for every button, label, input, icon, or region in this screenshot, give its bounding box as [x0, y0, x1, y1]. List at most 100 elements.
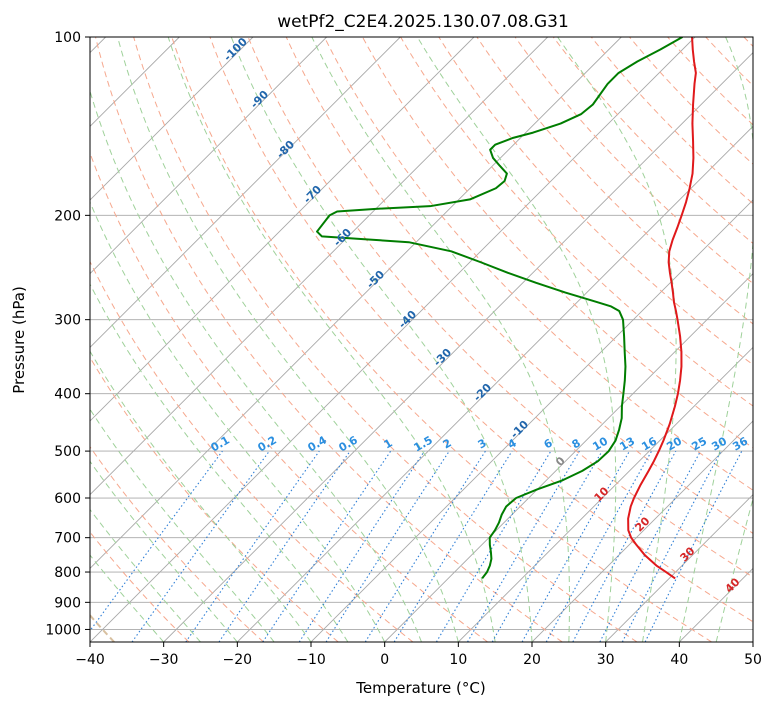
plot-frame — [89, 36, 754, 643]
mixing-ratio-line — [467, 450, 580, 642]
mixing-ratio-line — [364, 450, 486, 642]
isotherm-line — [90, 37, 401, 348]
y-tick-label: 100 — [54, 30, 81, 46]
dry-adiabat-line — [323, 37, 753, 491]
dry-adiabat-line — [629, 37, 753, 165]
dry-adiabat-line — [743, 37, 753, 48]
isotherm-line — [310, 199, 753, 642]
axis-layer: −40 −30 −20 −10 0 10 20 30 40 50 100 200 300 400 500 60… — [45, 30, 762, 668]
x-tick-label: 20 — [523, 652, 541, 668]
moist-adiabat-line — [90, 508, 201, 642]
moist-adiabat-line — [416, 37, 617, 642]
mixing-ratio-label: 10 — [590, 434, 610, 453]
moist-adiabat-line — [90, 408, 275, 642]
data-layer — [316, 37, 697, 580]
mixing-ratio-label: 6 — [542, 436, 555, 451]
isotherm-line — [90, 37, 696, 642]
x-tick-label: 40 — [670, 652, 688, 668]
mixing-ratio-label: 2 — [441, 436, 454, 451]
dry-adiabat-line — [705, 37, 753, 87]
dry-adiabat-label: -90 — [248, 88, 271, 111]
mixing-ratio-line — [545, 450, 653, 642]
moist-adiabat-line — [90, 283, 349, 642]
x-tick-label: −30 — [149, 652, 179, 668]
mixing-ratio-label: 30 — [709, 434, 729, 453]
dry-adiabat-line — [362, 37, 753, 449]
isotherm-line — [458, 346, 753, 642]
mixing-ratio-label: 16 — [639, 434, 659, 453]
moist-adiabat-line — [167, 37, 496, 642]
dry-adiabat-line — [90, 531, 190, 642]
mixing-ratio-label: 8 — [570, 436, 583, 451]
y-tick-label: 400 — [54, 387, 81, 403]
moist-adiabat-line — [557, 37, 677, 642]
dry-adiabat-line — [171, 37, 713, 642]
x-tick-label: 30 — [597, 652, 615, 668]
temperature-line — [627, 37, 697, 580]
moist-adiabat-line — [90, 460, 238, 642]
y-tick-label: 1000 — [45, 622, 81, 638]
x-tick-label: 0 — [380, 652, 389, 668]
y-axis-label: Pressure (hPa) — [10, 286, 28, 394]
isotherm-line — [90, 37, 548, 496]
x-tick-label: −20 — [223, 652, 253, 668]
mixing-ratio-line — [572, 450, 677, 642]
chart-title: wetPf2_C2E4.2025.130.07.08.G31 — [277, 12, 569, 32]
x-tick-label: 10 — [449, 652, 467, 668]
moist-adiabat-label: 20 — [633, 514, 653, 534]
dry-adiabat-line — [400, 37, 753, 407]
moist-adiabat-label: 40 — [723, 575, 743, 595]
mixing-ratio-line — [298, 450, 425, 642]
moist-adiabat-line — [90, 350, 312, 642]
moist-adiabat-line — [90, 554, 165, 642]
mixing-ratio-line — [325, 450, 450, 642]
isotherm-line — [163, 52, 753, 642]
mixing-ratio-line — [185, 450, 320, 642]
moist-adiabat-line — [90, 89, 422, 642]
dry-adiabat-line — [90, 151, 488, 642]
dry-adiabat-line — [552, 37, 753, 245]
x-tick-label: 50 — [744, 652, 762, 668]
mixing-ratio-label: 25 — [689, 435, 709, 454]
dry-adiabat-label: -60 — [331, 226, 354, 249]
x-tick-label: −10 — [296, 652, 326, 668]
mixing-ratio-line — [262, 450, 392, 642]
dry-adiabat-line — [514, 37, 753, 285]
mixing-ratio-line — [491, 450, 603, 642]
y-tick-label: 800 — [54, 565, 81, 581]
moist-adiabat-line — [678, 37, 753, 642]
dry-adiabat-label: -80 — [274, 138, 297, 161]
mixing-ratio-line — [393, 450, 513, 642]
isotherm-line — [90, 37, 327, 275]
dry-adiabat-line — [438, 37, 753, 366]
isotherm-line — [237, 125, 753, 642]
x-axis-label: Temperature (°C) — [355, 679, 485, 697]
mixing-ratio-label: 13 — [617, 435, 637, 454]
dry-adiabat-line — [90, 445, 264, 642]
dewpoint-line — [316, 37, 683, 579]
dry-adiabat-line — [90, 356, 339, 642]
moist-adiabat-label: 30 — [678, 544, 698, 564]
mixing-ratio-line — [435, 450, 552, 642]
dry-adiabat-label: -20 — [471, 381, 494, 404]
mixing-ratio-line — [521, 450, 630, 642]
dry-adiabat-line — [90, 260, 414, 642]
dry-adiabat-line — [476, 37, 753, 325]
dry-adiabat-line — [209, 37, 753, 623]
dry-adiabat-line — [247, 37, 753, 578]
grid-layer — [90, 37, 753, 642]
dry-adiabat-line — [95, 37, 563, 642]
isotherm-line — [752, 641, 753, 642]
moist-adiabat-line — [715, 496, 753, 642]
isotherm-line — [90, 37, 254, 201]
isotherm-line — [90, 37, 622, 569]
y-tick-label: 300 — [54, 313, 81, 329]
dry-adiabat-label: -100 — [221, 35, 250, 64]
mixing-ratio-label: 36 — [730, 434, 750, 453]
dry-adiabat-label: -30 — [431, 346, 454, 369]
moist-adiabat-line — [311, 37, 570, 642]
y-tick-label: 200 — [54, 208, 81, 224]
dry-adiabat-label: -70 — [301, 183, 324, 206]
y-tick-label: 700 — [54, 531, 81, 547]
y-tick-label: 600 — [54, 491, 81, 507]
